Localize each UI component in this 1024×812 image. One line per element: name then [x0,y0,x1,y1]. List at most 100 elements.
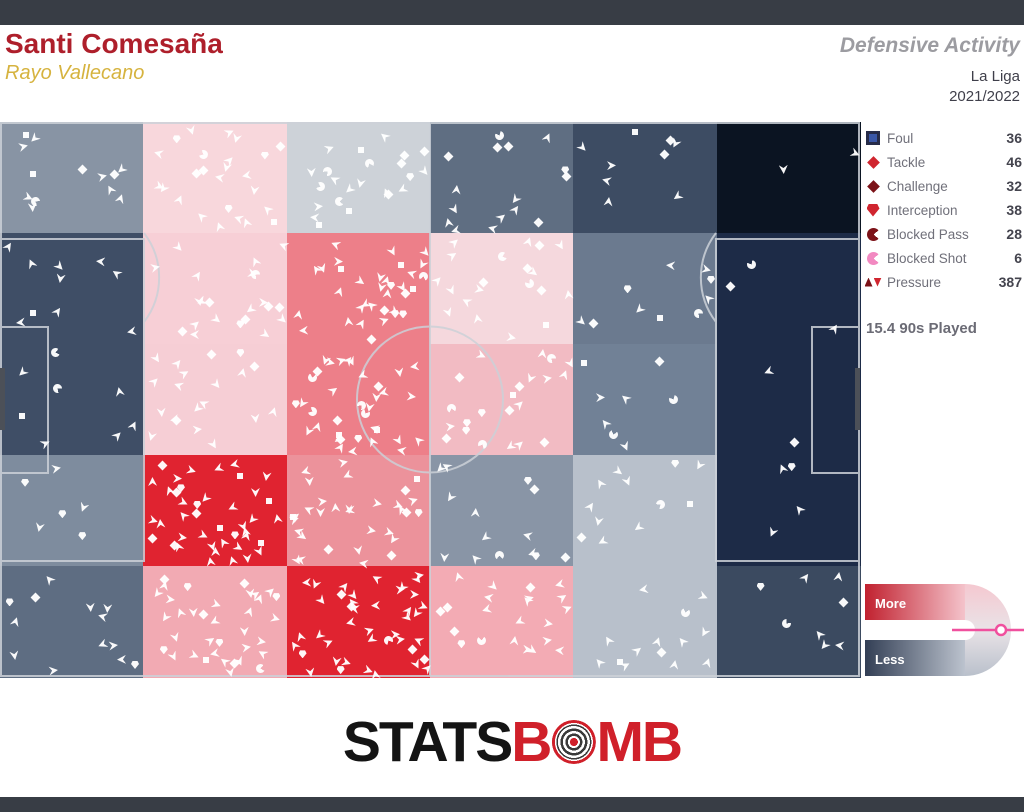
pressure-marker [421,662,434,675]
pressure-marker [208,616,220,628]
foul-marker [203,656,210,663]
heat-cell [573,566,718,678]
pressure-marker [115,193,126,204]
pressure-marker [211,598,223,610]
interception-marker [399,310,408,319]
pressure-marker [289,639,301,651]
pressure-marker [409,361,419,371]
heat-cell [716,122,861,234]
pressure-marker [173,474,182,483]
interception-marker [462,426,471,435]
pressure-marker [225,668,236,679]
pressure-marker [556,591,568,603]
pressure-marker [148,515,159,526]
interception-marker [457,640,466,649]
pressure-marker [114,386,125,397]
pressure-marker [509,636,519,646]
pressure-marker [475,350,487,362]
foul-marker [373,426,380,433]
pressure-marker [256,647,268,659]
scale-less-band [865,640,965,676]
challenge-marker [659,149,670,160]
blocked-pass-marker [544,352,558,365]
interception-marker [159,646,168,655]
foul-icon [866,131,880,145]
pressure-marker [148,477,157,486]
challenge-marker [198,609,209,620]
pressure-marker [277,313,290,326]
pressure-marker [301,577,311,587]
pressure-marker [151,262,162,273]
pressure-marker [410,590,419,599]
legend-item: Blocked Pass 28 [866,222,1022,246]
pressure-marker [330,239,342,251]
pressure-marker [241,171,252,182]
challenge-marker [503,141,513,152]
pressure-marker [366,525,376,535]
pressure-marker [111,429,124,442]
pressure-marker [240,627,249,636]
pressure-marker [186,125,197,136]
pressure-marker [355,178,366,189]
pressure-marker [261,203,274,216]
interception-marker [336,666,345,675]
pressure-marker [317,497,327,507]
blocked-pass-marker [335,196,345,207]
logo-target-icon [551,720,596,764]
pressure-marker [10,616,21,627]
pressure-marker [453,571,464,582]
challenge-marker [177,326,188,337]
pressure-marker [776,462,788,474]
tackle-marker [147,533,158,543]
legend: Foul 36 Tackle 46 Challenge 32 Interception 38 B… [864,126,1022,294]
legend-item: Interception 38 [866,198,1022,222]
challenge-marker [407,644,418,655]
interception-marker [5,598,14,607]
pressure-marker [698,626,710,638]
pressure-marker [672,190,685,203]
player-name: Santi Comesaña [5,28,223,59]
tackle-marker [561,171,572,182]
pressure-marker [157,407,167,417]
interception-icon [866,203,880,217]
pressure-marker [596,536,608,548]
pressure-marker [117,655,126,664]
pressure-marker [191,269,203,281]
interception-marker [298,650,307,659]
blocked-pass-marker [315,180,327,193]
pressure-marker [813,628,826,641]
pressure-marker [372,498,383,509]
foul-marker [29,309,36,316]
challenge-marker [249,361,260,372]
pressure-marker [355,317,367,329]
pressure-marker [448,203,460,215]
heat-cell [430,122,575,234]
heat-cell [143,233,288,345]
pressure-marker [620,441,632,453]
pressure-marker [405,268,416,279]
tackle-marker [400,288,411,299]
pressure-marker [177,496,189,508]
blocked-pass-marker [50,382,64,396]
pressure-marker [214,221,225,232]
blocked-pass-marker [476,438,489,451]
legend-count: 36 [1006,130,1022,146]
challenge-marker [191,508,202,519]
legend-label: Interception [887,202,958,218]
blocked-pass-marker [692,307,705,321]
pressure-marker [446,249,458,261]
pressure-marker [525,373,537,385]
pressure-marker [593,517,604,528]
tackle-marker [157,460,168,471]
pressure-marker [151,587,164,600]
pressure-marker [188,608,198,618]
pressure-marker [393,434,405,446]
interception-marker [523,476,532,485]
pressure-marker [334,257,343,266]
tackle-marker [171,415,182,426]
challenge-marker [77,164,88,175]
challenge-marker [504,405,515,416]
tackle-marker [492,142,503,153]
pressure-marker [514,615,526,627]
pressure-marker [487,580,500,593]
